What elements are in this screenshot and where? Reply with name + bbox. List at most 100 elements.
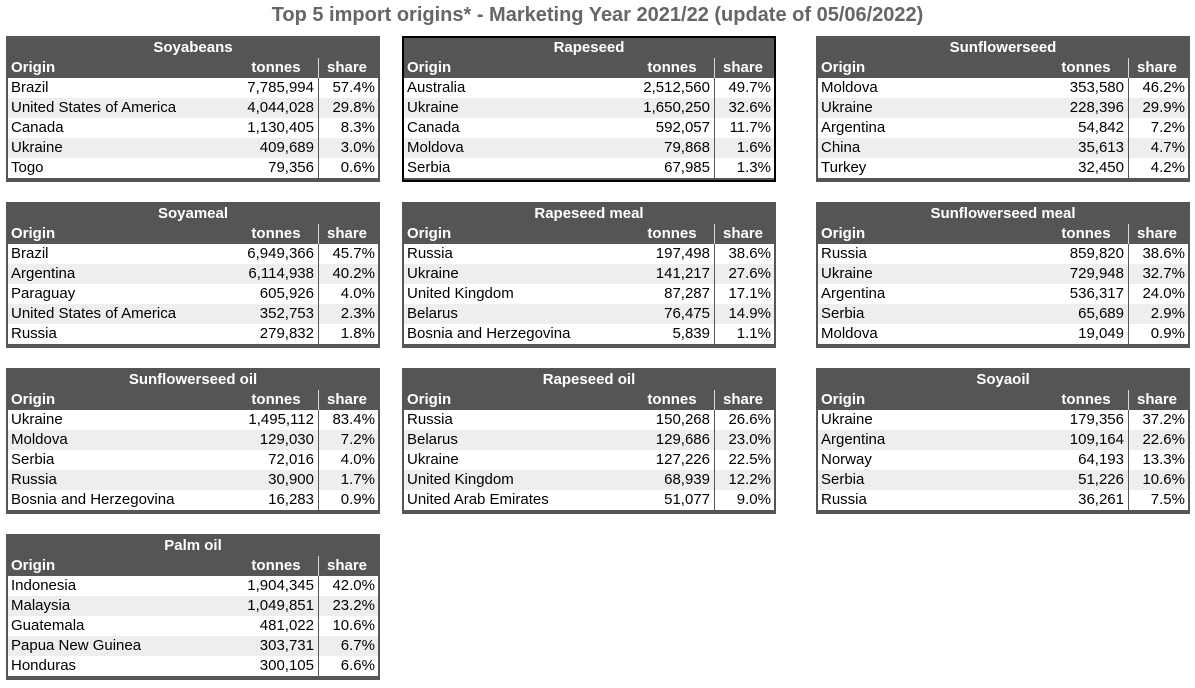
share-cell: 4.7% xyxy=(1128,138,1188,158)
origin-cell: Belarus xyxy=(407,431,458,448)
tonnes-cell: 859,820 xyxy=(1069,245,1124,262)
tonnes-header: tonnes xyxy=(1061,391,1111,408)
share-cell: 12.2% xyxy=(714,470,774,490)
share-header: share xyxy=(714,58,774,78)
share-cell: 29.9% xyxy=(1128,98,1188,118)
share-cell: 14.9% xyxy=(714,304,774,324)
origin-cell: Serbia xyxy=(407,159,451,176)
tonnes-cell: 72,016 xyxy=(268,451,314,468)
share-header: share xyxy=(1128,390,1188,410)
share-header: share xyxy=(318,58,378,78)
table-row: Russia 30,900 1.7% xyxy=(8,470,378,490)
origin-cell: Canada xyxy=(407,119,460,136)
share-cell: 27.6% xyxy=(714,264,774,284)
table-row: United States of America 4,044,028 29.8% xyxy=(8,98,378,118)
origin-cell: Ukraine xyxy=(821,265,873,282)
share-cell: 10.6% xyxy=(318,616,378,636)
commodity-table: Rapeseed Origin tonnes share Australia 2,512,… xyxy=(402,36,776,182)
table-title: Sunflowerseed oil xyxy=(128,371,258,388)
table-row: Papua New Guinea 303,731 6.7% xyxy=(8,636,378,656)
table-row: Serbia 72,016 4.0% xyxy=(8,450,378,470)
table-row: Argentina 109,164 22.6% xyxy=(818,430,1188,450)
commodity-table: Sunflowerseed oil Origin tonnes share Ukrain… xyxy=(6,368,380,514)
table-row: Russia 197,498 38.6% xyxy=(404,244,774,264)
share-cell: 45.7% xyxy=(318,244,378,264)
share-cell: 32.6% xyxy=(714,98,774,118)
tonnes-cell: 303,731 xyxy=(259,637,314,654)
tonnes-cell: 1,130,405 xyxy=(247,119,314,136)
origin-cell: Togo xyxy=(11,159,44,176)
origin-cell: Ukraine xyxy=(11,411,63,428)
origin-cell: United Arab Emirates xyxy=(407,491,549,508)
origin-cell: Russia xyxy=(821,245,867,262)
share-cell: 22.5% xyxy=(714,450,774,470)
origin-cell: United Kingdom xyxy=(407,285,514,302)
share-cell: 3.0% xyxy=(318,138,378,158)
share-cell: 0.9% xyxy=(1128,324,1188,344)
origin-cell: Bosnia and Herzegovina xyxy=(11,491,175,508)
origin-cell: United States of America xyxy=(11,99,177,116)
origin-cell: Belarus xyxy=(407,305,458,322)
column-header-row: Origin tonnes share xyxy=(8,224,378,244)
origin-cell: United States of America xyxy=(11,305,177,322)
share-cell: 23.0% xyxy=(714,430,774,450)
tonnes-cell: 353,580 xyxy=(1069,79,1124,96)
table-title: Sunflowerseed xyxy=(949,39,1057,56)
origin-cell: Malaysia xyxy=(11,597,71,614)
tonnes-cell: 32,450 xyxy=(1078,159,1124,176)
table-row: Belarus 129,686 23.0% xyxy=(404,430,774,450)
tonnes-header: tonnes xyxy=(1061,59,1111,76)
column-header-row: Origin tonnes share xyxy=(404,390,774,410)
table-row: Paraguay 605,926 4.0% xyxy=(8,284,378,304)
table-row: China 35,613 4.7% xyxy=(818,138,1188,158)
origin-header: Origin xyxy=(821,225,866,242)
origin-cell: Australia xyxy=(407,79,466,96)
table-row: Belarus 76,475 14.9% xyxy=(404,304,774,324)
table-row: Moldova 129,030 7.2% xyxy=(8,430,378,450)
table-row: Ukraine 228,396 29.9% xyxy=(818,98,1188,118)
origin-cell: Papua New Guinea xyxy=(11,637,142,654)
tonnes-cell: 279,832 xyxy=(259,325,314,342)
tonnes-cell: 65,689 xyxy=(1078,305,1124,322)
origin-cell: China xyxy=(821,139,861,156)
table-row: Togo 79,356 0.6% xyxy=(8,158,378,178)
table-row: Ukraine 1,650,250 32.6% xyxy=(404,98,774,118)
origin-cell: Paraguay xyxy=(11,285,76,302)
table-row: Malaysia 1,049,851 23.2% xyxy=(8,596,378,616)
share-cell: 1.3% xyxy=(714,158,774,178)
share-header: share xyxy=(318,390,378,410)
share-cell: 8.3% xyxy=(318,118,378,138)
tonnes-cell: 4,044,028 xyxy=(247,99,314,116)
commodity-table: Palm oil Origin tonnes share Indonesia 1,904,… xyxy=(6,534,380,680)
table-row: Russia 150,268 26.6% xyxy=(404,410,774,430)
origin-cell: Bosnia and Herzegovina xyxy=(407,325,571,342)
page-title: Top 5 import origins* - Marketing Year 2… xyxy=(271,4,924,26)
table-row: Serbia 67,985 1.3% xyxy=(404,158,774,178)
share-cell: 10.6% xyxy=(1128,470,1188,490)
origin-cell: Serbia xyxy=(821,471,865,488)
origin-cell: Moldova xyxy=(821,79,878,96)
table-row: United Kingdom 68,939 12.2% xyxy=(404,470,774,490)
table-row: Serbia 51,226 10.6% xyxy=(818,470,1188,490)
tonnes-cell: 79,868 xyxy=(664,139,710,156)
origin-cell: Argentina xyxy=(821,285,886,302)
table-row: Guatemala 481,022 10.6% xyxy=(8,616,378,636)
origin-cell: Argentina xyxy=(11,265,76,282)
table-row: Honduras 300,105 6.6% xyxy=(8,656,378,676)
share-cell: 6.6% xyxy=(318,656,378,676)
share-cell: 83.4% xyxy=(318,410,378,430)
table-row: Norway 64,193 13.3% xyxy=(818,450,1188,470)
share-cell: 24.0% xyxy=(1128,284,1188,304)
tonnes-cell: 409,689 xyxy=(259,139,314,156)
tonnes-cell: 228,396 xyxy=(1069,99,1124,116)
commodity-table: Sunflowerseed meal Origin tonnes share Russi… xyxy=(816,202,1190,348)
origin-header: Origin xyxy=(407,59,452,76)
tonnes-cell: 150,268 xyxy=(655,411,710,428)
table-title: Soyameal xyxy=(157,205,229,222)
tonnes-header: tonnes xyxy=(1061,225,1111,242)
table-row: Moldova 353,580 46.2% xyxy=(818,78,1188,98)
tonnes-cell: 141,217 xyxy=(655,265,710,282)
table-row: Canada 1,130,405 8.3% xyxy=(8,118,378,138)
commodity-table: Rapeseed oil Origin tonnes share Russia 150,2… xyxy=(402,368,776,514)
tonnes-cell: 16,283 xyxy=(268,491,314,508)
